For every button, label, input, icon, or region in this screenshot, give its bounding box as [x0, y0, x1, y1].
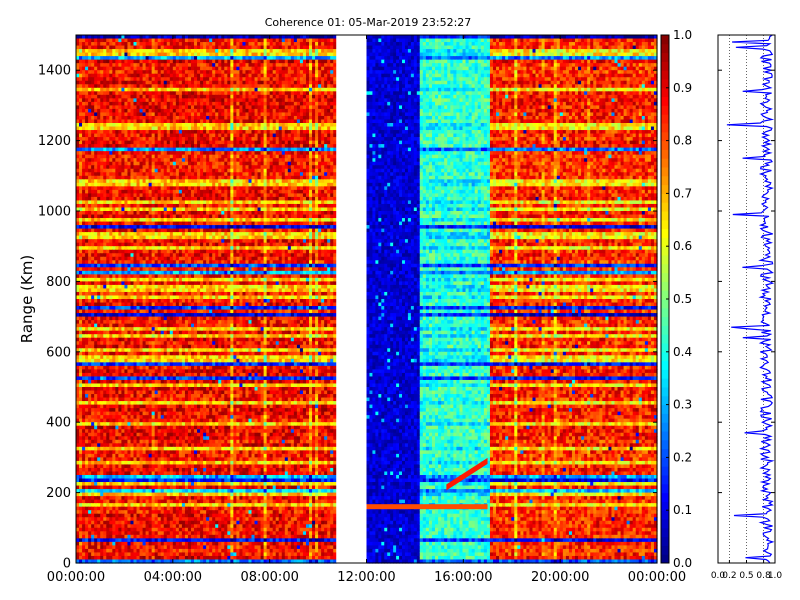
coherence-heatmap: [76, 35, 658, 564]
heatmap-segment-0: [76, 35, 337, 564]
chart-title: Coherence 01: 05-Mar-2019 23:52:27: [265, 16, 472, 29]
